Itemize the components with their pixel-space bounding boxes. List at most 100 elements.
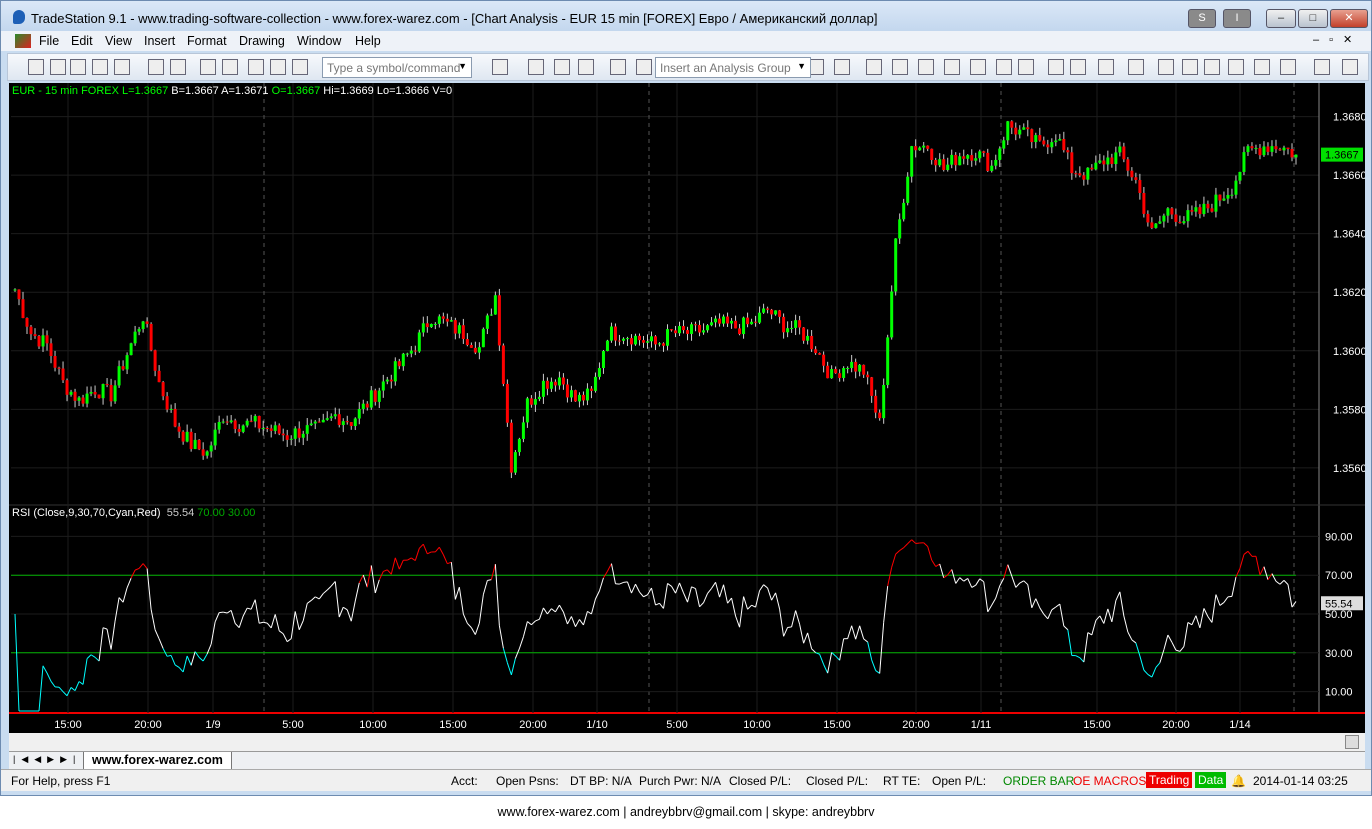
toolbar-icon-11[interactable] (292, 59, 308, 75)
oe-macros-button[interactable]: OE MACROS (1073, 774, 1147, 788)
symbol-input[interactable]: Type a symbol/command ▼ (322, 57, 472, 78)
rsi-segment (418, 543, 424, 549)
toolbar-icon-28[interactable] (1070, 59, 1086, 75)
horizontal-scrollbar[interactable] (9, 733, 1365, 751)
rsi-segment (154, 629, 160, 640)
maximize-button[interactable]: □ (1298, 9, 1328, 28)
toolbar-icon-0[interactable] (28, 59, 44, 75)
rsi-segment (959, 577, 965, 582)
toolbar-icon-15[interactable] (578, 59, 594, 75)
toolbar-icon-33[interactable] (1204, 59, 1220, 75)
mdi-controls[interactable]: –▫✕ (1313, 34, 1363, 46)
rsi-last-tag (1321, 596, 1363, 611)
candle-body (177, 426, 181, 432)
rsi-segment (947, 569, 953, 576)
rsi-segment (1283, 580, 1289, 585)
candle-body (778, 310, 782, 317)
toolbar-icon-37[interactable] (1314, 59, 1330, 75)
toolbar-icon-6[interactable] (170, 59, 186, 75)
open-pl-field: Open P/L: (932, 774, 987, 788)
toolbar-icon-7[interactable] (200, 59, 216, 75)
order-bar-button[interactable]: ORDER BAR (1003, 774, 1075, 788)
toolbar-icon-32[interactable] (1182, 59, 1198, 75)
toolbar-icon-20[interactable] (866, 59, 882, 75)
candle-body (1110, 157, 1114, 165)
toolbar-icon-3[interactable] (92, 59, 108, 75)
toolbar-icon-10[interactable] (270, 59, 286, 75)
toolbar-icon-24[interactable] (970, 59, 986, 75)
rsi-segment (1003, 564, 1009, 579)
dropdown-arrow-icon[interactable]: ▼ (458, 61, 467, 71)
minimize-button[interactable]: – (1266, 9, 1296, 28)
rsi-segment (631, 583, 636, 594)
toolbar-icon-22[interactable] (918, 59, 934, 75)
dropdown-arrow-icon[interactable]: ▼ (797, 61, 806, 71)
analysis-group-select[interactable]: Insert an Analysis Group ▼ (655, 57, 811, 78)
chart-area[interactable]: 1.3680 1.3660 1.3640 1.3620 1.3600 1.3580 1.35… (9, 83, 1367, 733)
tab-nav-arrows[interactable]: |◀◀▶▶| (13, 754, 82, 764)
menu-drawing[interactable]: Drawing (239, 34, 285, 48)
volume-value: V=0 (432, 85, 453, 97)
tab-forex-warez[interactable]: www.forex-warez.com (83, 752, 232, 770)
price-chart[interactable]: 1.3680 1.3660 1.3640 1.3620 1.3600 1.3580 1.35… (9, 83, 1367, 733)
toolbar-icon-4[interactable] (114, 59, 130, 75)
toolbar-icon-5[interactable] (148, 59, 164, 75)
toolbar-icon-8[interactable] (222, 59, 238, 75)
toolbar-icon-17[interactable] (636, 59, 652, 75)
toolbar-icon-27[interactable] (1048, 59, 1064, 75)
toolbar-icon-38[interactable] (1342, 59, 1358, 75)
s-button[interactable]: S (1188, 9, 1216, 28)
toolbar-icon-1[interactable] (50, 59, 66, 75)
rsi-segment (514, 648, 520, 659)
candle-body (381, 381, 385, 391)
data-status[interactable]: Data (1195, 772, 1227, 788)
rsi-segment (927, 546, 933, 561)
rsi-segment (755, 590, 761, 608)
i-button[interactable]: I (1223, 9, 1251, 28)
rsi-segment (1223, 596, 1229, 603)
candle-body (870, 377, 874, 396)
scroll-thumb[interactable] (1345, 735, 1359, 749)
toolbar-icon-35[interactable] (1254, 59, 1270, 75)
toolbar-icon-31[interactable] (1158, 59, 1174, 75)
toolbar-icon-14[interactable] (554, 59, 570, 75)
toolbar-icon-36[interactable] (1280, 59, 1296, 75)
toolbar-icon-25[interactable] (996, 59, 1012, 75)
toolbar-icon-21[interactable] (892, 59, 908, 75)
close-button[interactable]: ✕ (1330, 9, 1368, 28)
menu-file[interactable]: File (39, 34, 60, 48)
candle-body (273, 425, 277, 431)
toolbar-icon-16[interactable] (610, 59, 626, 75)
candle-body (1282, 147, 1286, 151)
menu-view[interactable]: View (105, 34, 132, 48)
toolbar-icon-13[interactable] (528, 59, 544, 75)
toolbar-icon-34[interactable] (1228, 59, 1244, 75)
menu-window[interactable]: Window (297, 34, 342, 48)
candle-body (553, 381, 557, 386)
candle-body (189, 431, 193, 450)
candle-body (53, 355, 57, 368)
rsi-segment (1271, 573, 1277, 582)
toolbar-icon-26[interactable] (1018, 59, 1034, 75)
toolbar-icon-30[interactable] (1128, 59, 1144, 75)
toolbar-icon-12[interactable] (492, 59, 508, 75)
candle-body (890, 291, 894, 338)
toolbar-icon-29[interactable] (1098, 59, 1114, 75)
candle-body (802, 327, 806, 341)
menu-format[interactable]: Format (187, 34, 227, 48)
rsi-segment (174, 664, 180, 668)
toolbar-icon-2[interactable] (70, 59, 86, 75)
symbol-label: EUR - 15 min FOREX (12, 85, 119, 97)
trading-status[interactable]: Trading (1146, 772, 1193, 788)
bell-icon[interactable]: 🔔 (1231, 774, 1246, 788)
menu-help[interactable]: Help (355, 34, 381, 48)
rsi-segment (238, 615, 244, 628)
candle-body (934, 159, 938, 166)
toolbar-icon-23[interactable] (944, 59, 960, 75)
menu-edit[interactable]: Edit (71, 34, 93, 48)
candle-body (317, 421, 321, 423)
toolbar-icon-9[interactable] (248, 59, 264, 75)
candle-body (998, 148, 1002, 160)
toolbar-icon-19[interactable] (834, 59, 850, 75)
menu-insert[interactable]: Insert (144, 34, 176, 48)
